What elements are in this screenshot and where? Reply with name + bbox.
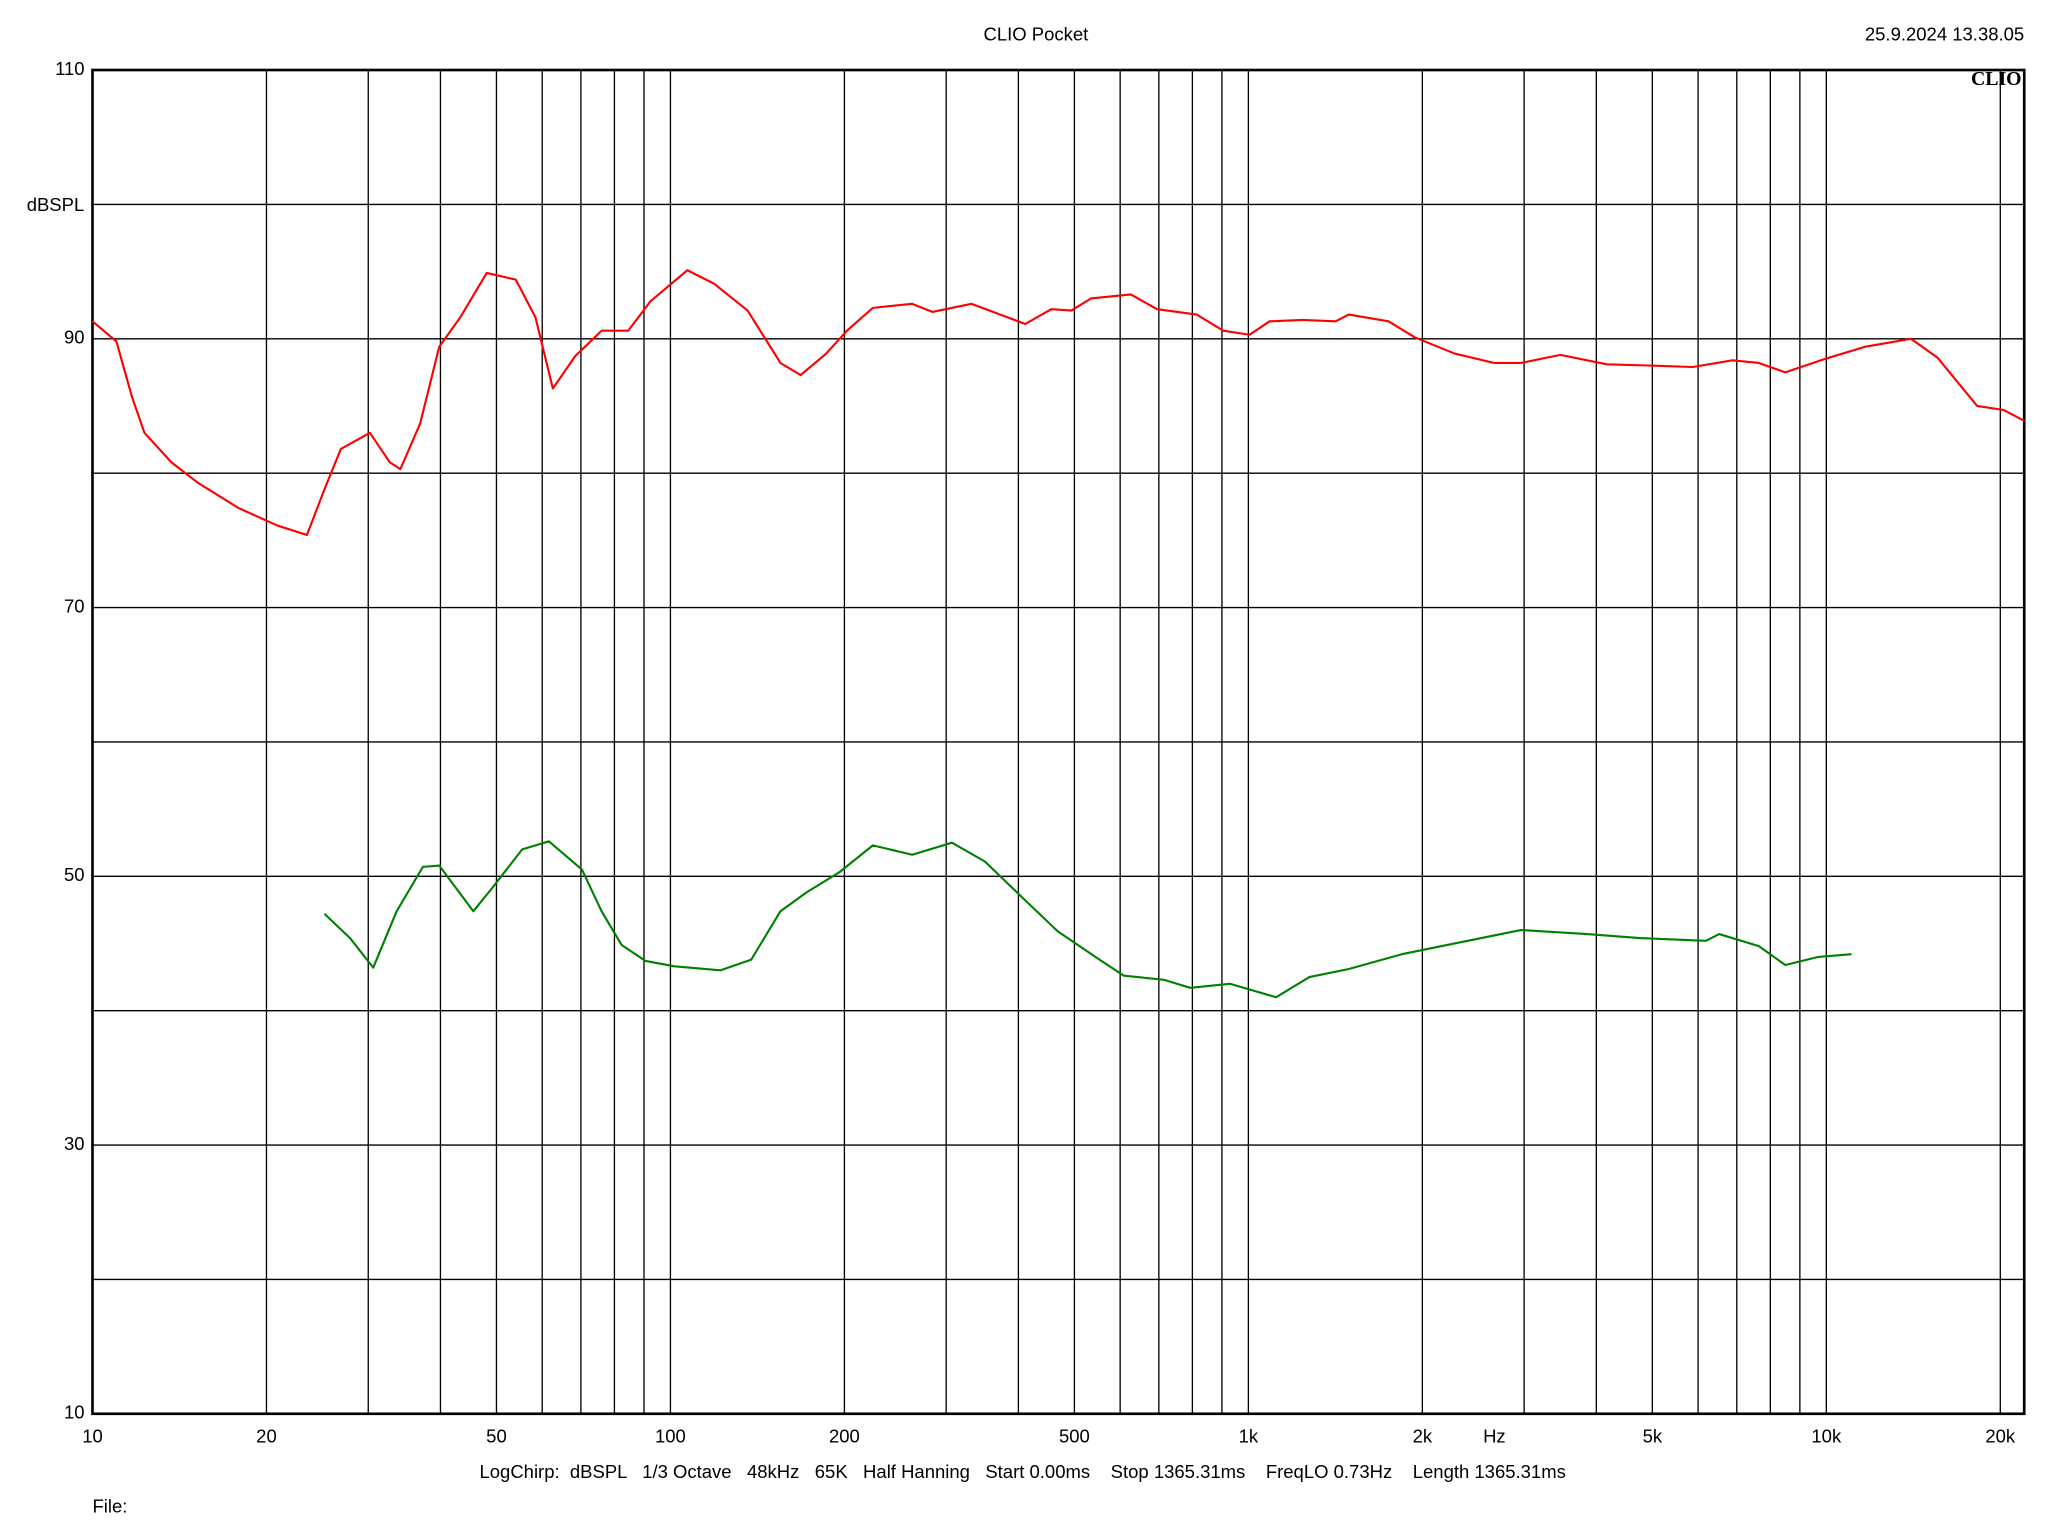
response-curve (323, 840, 1852, 999)
x-tick-label: 50 (486, 1425, 507, 1446)
x-tick-label: 10 (82, 1425, 103, 1446)
settings: LogChirp: dBSPL 1/3 Octave 48kHz 65K Hal… (479, 1461, 1565, 1482)
y-axis-label: dBSPL (27, 194, 85, 215)
y-tick-label: 70 (64, 595, 85, 616)
x-tick-label: 5k (1643, 1425, 1663, 1446)
x-tick-label: 500 (1059, 1425, 1090, 1446)
response-curve (91, 269, 2025, 537)
y-tick-label: 110 (55, 58, 84, 79)
plot-frame (91, 68, 2026, 1416)
y-tick-label: 30 (64, 1133, 85, 1154)
file-label: File: (92, 1495, 127, 1516)
x-tick-label: 20 (256, 1425, 277, 1446)
x-tick-label: 100 (655, 1425, 686, 1446)
x-axis-label: Hz (1483, 1425, 1506, 1446)
y-tick-label: 90 (64, 327, 85, 348)
x-tick-label: 2k (1413, 1425, 1433, 1446)
x-tick-label: 10k (1811, 1425, 1842, 1446)
y-tick-label: 10 (64, 1402, 85, 1423)
x-tick-label: 1k (1239, 1425, 1259, 1446)
x-tick-label: 20k (1985, 1425, 2016, 1446)
chart-title: CLIO Pocket (983, 24, 1088, 45)
logo: CLIO (1971, 68, 2022, 90)
timestamp: 25.9.2024 13.38.05 (1865, 24, 2024, 45)
x-tick-label: 200 (829, 1425, 860, 1446)
y-tick-label: 50 (64, 864, 85, 885)
